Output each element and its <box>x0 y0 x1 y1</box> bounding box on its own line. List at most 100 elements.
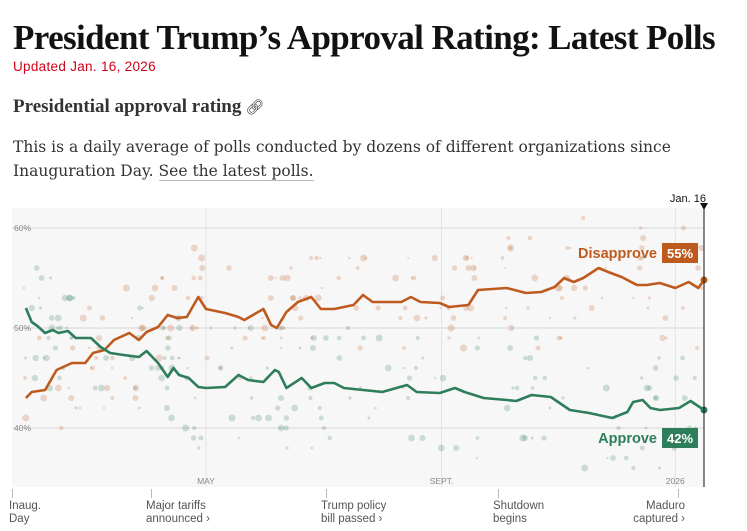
poll-dot <box>36 335 42 341</box>
poll-dot <box>559 336 563 340</box>
poll-dot <box>199 264 206 272</box>
poll-dot <box>447 324 455 332</box>
event-tariffs[interactable]: Major tariffs announced › <box>146 489 210 526</box>
poll-dot <box>673 375 679 381</box>
poll-dot <box>632 296 635 300</box>
poll-dot <box>204 355 210 361</box>
poll-dot <box>155 354 163 362</box>
poll-dot <box>49 276 53 280</box>
poll-dot <box>431 254 438 262</box>
poll-dot <box>167 324 175 332</box>
poll-dot <box>90 365 96 371</box>
event-policy-bill[interactable]: Trump policy bill passed › <box>321 489 386 526</box>
poll-dot <box>408 434 415 442</box>
poll-dot <box>192 425 197 431</box>
latest-polls-link[interactable]: See the latest polls. <box>158 162 314 181</box>
poll-dot <box>247 326 251 330</box>
approve-line <box>24 307 705 420</box>
poll-dot <box>652 365 659 371</box>
poll-dot <box>148 365 155 371</box>
poll-dot <box>32 354 39 362</box>
poll-dot <box>122 284 130 292</box>
x-tick-label: 2026 <box>666 476 685 486</box>
poll-dot <box>375 334 383 342</box>
poll-dot <box>402 305 408 311</box>
poll-dot <box>602 384 610 392</box>
poll-dot <box>680 225 686 231</box>
poll-dot <box>374 406 377 410</box>
poll-dot <box>283 425 289 431</box>
poll-dot <box>357 345 363 351</box>
poll-dot <box>164 385 170 391</box>
poll-dot <box>298 346 302 350</box>
disapprove-value-badge <box>662 243 698 263</box>
poll-dot <box>237 436 241 440</box>
poll-dot <box>327 435 332 441</box>
x-tick-label: SEPT. <box>430 476 454 486</box>
poll-dot <box>55 326 60 330</box>
poll-dot <box>168 414 175 422</box>
poll-dot <box>462 254 469 262</box>
poll-dot <box>532 375 538 381</box>
updated-timestamp: Updated Jan. 16, 2026 <box>13 59 156 74</box>
poll-dot <box>665 336 668 340</box>
poll-dot <box>364 256 368 260</box>
poll-dot <box>66 294 73 302</box>
poll-dot <box>291 404 299 412</box>
poll-dot <box>475 436 480 440</box>
poll-dot <box>160 325 166 331</box>
disapprove-label: Disapprove <box>578 246 657 262</box>
poll-dot <box>459 344 468 352</box>
poll-dot <box>700 286 704 290</box>
poll-dot <box>218 366 222 370</box>
poll-dot <box>298 315 304 321</box>
poll-dots <box>22 215 705 472</box>
poll-dot <box>652 394 660 402</box>
poll-dot <box>647 296 652 300</box>
poll-dot <box>279 426 282 430</box>
section-title: Presidential approval rating 🔗︎ <box>13 96 264 118</box>
poll-dot <box>406 375 413 381</box>
poll-dot <box>514 385 520 391</box>
poll-dot <box>137 305 143 311</box>
link-icon[interactable]: 🔗︎ <box>245 100 265 116</box>
poll-dot <box>267 274 274 282</box>
poll-dot <box>68 394 75 402</box>
approve-value-badge <box>662 428 698 448</box>
poll-dot <box>151 284 159 292</box>
poll-dot <box>154 365 161 371</box>
approve-value: 42% <box>667 431 693 446</box>
poll-dot <box>319 256 322 260</box>
disapprove-line <box>24 266 706 399</box>
poll-dot <box>392 274 399 282</box>
poll-dot <box>277 424 285 432</box>
event-maduro[interactable]: Maduro captured › <box>631 489 685 526</box>
poll-dot <box>94 356 99 360</box>
poll-dot <box>261 324 269 332</box>
poll-dot <box>132 394 139 402</box>
poll-dot <box>639 445 645 451</box>
poll-dot <box>190 435 197 441</box>
poll-dot <box>160 276 164 280</box>
poll-dot <box>46 335 51 341</box>
poll-dot <box>698 244 705 252</box>
poll-dot <box>230 346 234 350</box>
poll-dot <box>653 396 658 400</box>
poll-dot <box>250 415 256 421</box>
current-date-label: Jan. 16 <box>670 193 706 205</box>
poll-dot <box>38 275 45 281</box>
poll-dot <box>565 246 569 250</box>
poll-dot <box>695 265 701 271</box>
poll-dot <box>28 304 35 312</box>
poll-dot <box>434 376 437 380</box>
poll-dot <box>439 306 442 310</box>
poll-dot <box>523 355 528 361</box>
poll-dot <box>133 386 137 390</box>
poll-dot <box>279 346 283 350</box>
poll-dot <box>247 325 254 331</box>
poll-dot <box>65 326 68 330</box>
poll-dot <box>285 446 289 450</box>
poll-dot <box>470 264 477 272</box>
poll-dot <box>639 376 644 380</box>
event-label: Maduro <box>646 500 685 512</box>
